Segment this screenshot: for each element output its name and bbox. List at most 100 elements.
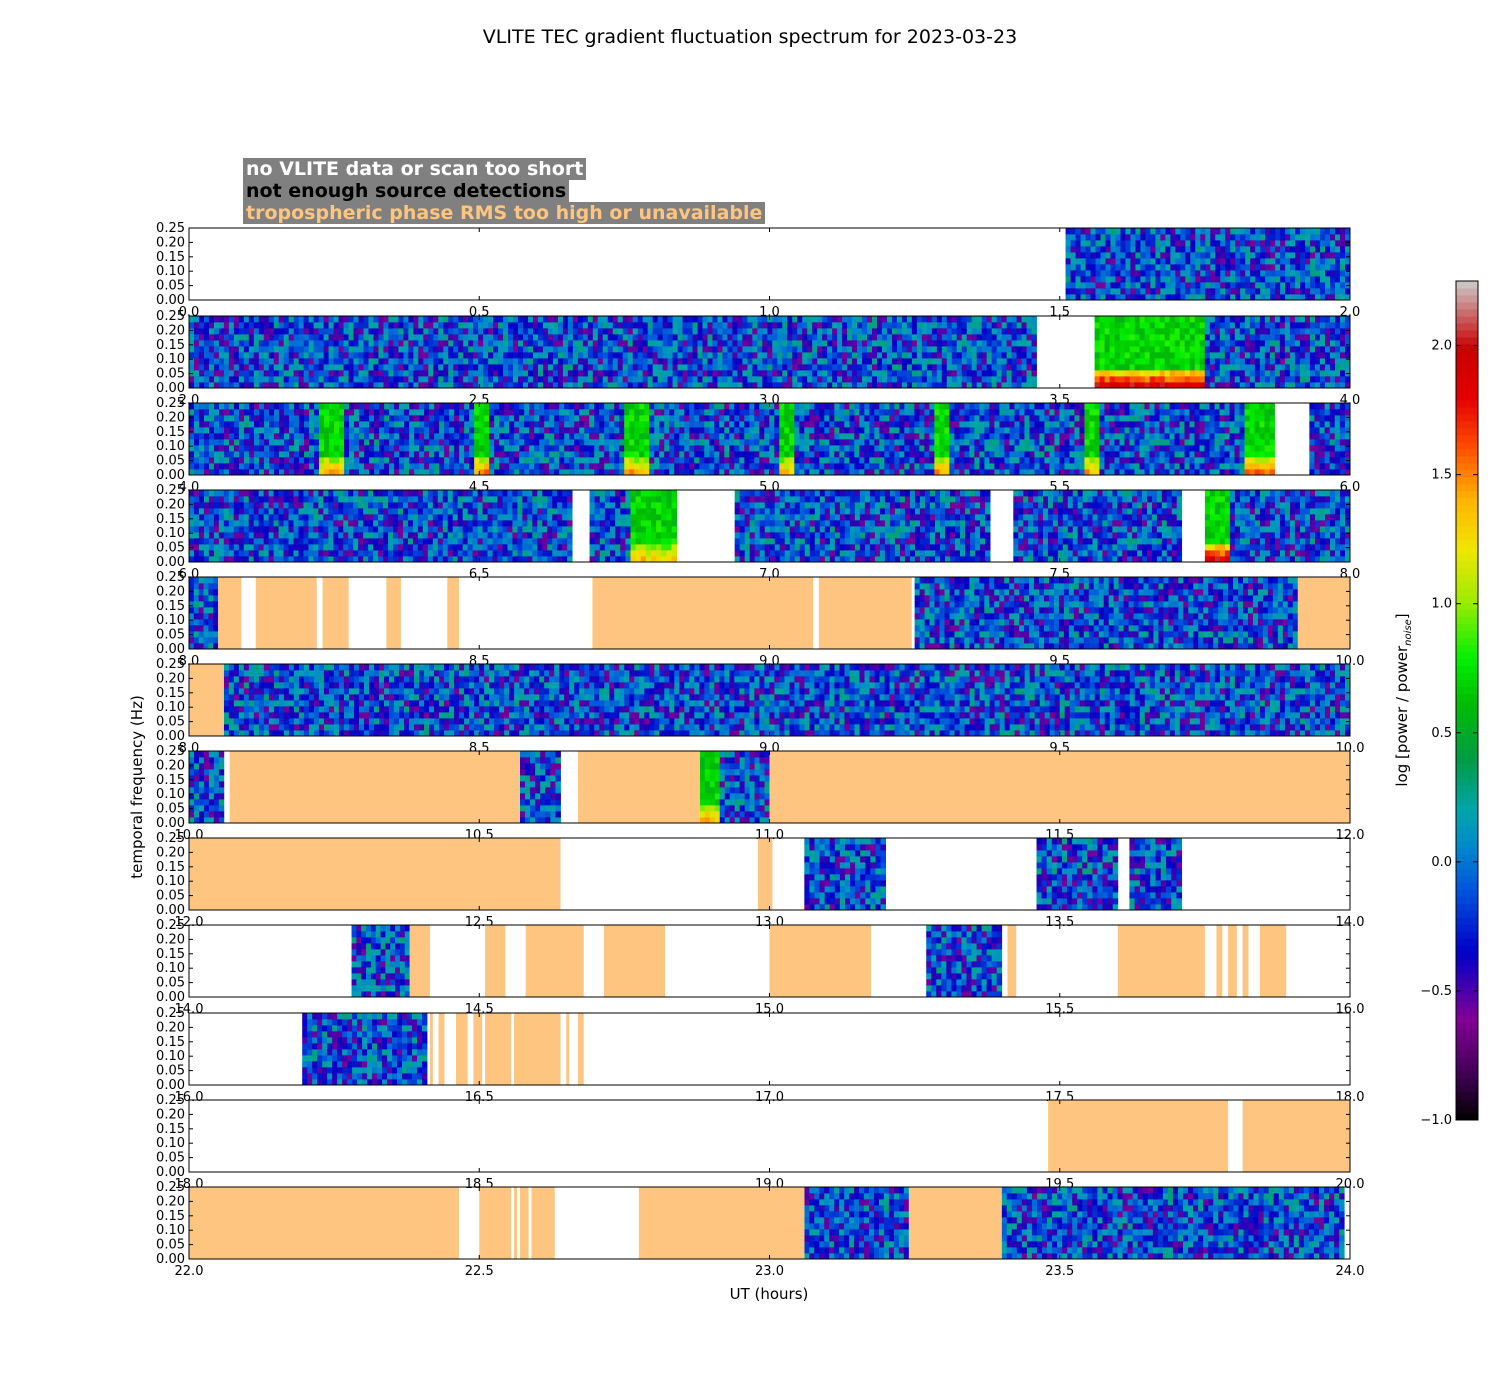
heat-cell bbox=[428, 382, 434, 389]
heat-cell bbox=[288, 334, 295, 341]
heat-cell bbox=[1006, 376, 1013, 383]
heat-cell bbox=[504, 421, 510, 428]
heat-cell bbox=[283, 328, 290, 335]
heat-cell bbox=[824, 421, 830, 428]
heat-cell bbox=[966, 370, 973, 377]
heat-cell bbox=[881, 382, 888, 389]
heat-cell bbox=[474, 469, 480, 476]
heat-cell bbox=[757, 352, 763, 359]
heat-cell bbox=[1150, 282, 1156, 289]
heat-cell bbox=[867, 364, 873, 371]
heat-cell bbox=[1021, 346, 1027, 353]
heat-cell bbox=[589, 463, 595, 470]
heat-cell bbox=[243, 376, 250, 383]
heat-cell bbox=[802, 382, 808, 389]
heat-cell bbox=[1155, 228, 1161, 235]
heat-cell bbox=[996, 322, 1003, 329]
heat-cell bbox=[374, 433, 380, 440]
heat-cell bbox=[1264, 358, 1271, 365]
heat-cell bbox=[1144, 346, 1151, 353]
heat-cell bbox=[597, 328, 604, 335]
heat-cell bbox=[1325, 282, 1331, 289]
heat-cell bbox=[652, 340, 659, 347]
heat-cell bbox=[1225, 264, 1231, 271]
heat-cell bbox=[1204, 352, 1211, 359]
heat-cell bbox=[714, 445, 720, 452]
heat-cell bbox=[1184, 346, 1191, 353]
heat-cell bbox=[1140, 288, 1146, 295]
heat-cell bbox=[248, 382, 255, 389]
heat-cell bbox=[876, 334, 883, 341]
heat-cell bbox=[409, 445, 415, 452]
heat-cell bbox=[749, 469, 755, 476]
heat-cell bbox=[398, 328, 404, 335]
heat-cell bbox=[259, 403, 265, 410]
heat-cell bbox=[514, 403, 520, 410]
heat-cell bbox=[524, 409, 530, 416]
heat-cell bbox=[717, 340, 723, 347]
heat-cell bbox=[274, 445, 280, 452]
heat-cell bbox=[1270, 276, 1276, 283]
heat-cell bbox=[358, 382, 364, 389]
heat-cell bbox=[463, 382, 469, 389]
heat-cell bbox=[398, 358, 404, 365]
heat-cell bbox=[604, 433, 610, 440]
heat-cell bbox=[762, 364, 768, 371]
heat-cell bbox=[328, 382, 334, 389]
heat-cell bbox=[564, 439, 570, 446]
heat-cell bbox=[1200, 252, 1206, 259]
heat-cell bbox=[1124, 376, 1131, 383]
heat-cell bbox=[737, 370, 743, 377]
heat-cell bbox=[503, 376, 509, 383]
heat-cell bbox=[644, 421, 650, 428]
heat-cell bbox=[754, 409, 760, 416]
heat-cell bbox=[1320, 264, 1326, 271]
heat-cell bbox=[258, 322, 265, 329]
heat-cell bbox=[253, 382, 260, 389]
heat-cell bbox=[1104, 376, 1111, 383]
heat-cell bbox=[1139, 328, 1146, 335]
heat-cell bbox=[359, 421, 365, 428]
heat-cell bbox=[697, 340, 703, 347]
heat-cell bbox=[757, 340, 763, 347]
heat-cell bbox=[1274, 346, 1281, 353]
heat-cell bbox=[1195, 288, 1201, 295]
heat-cell bbox=[689, 469, 695, 476]
heat-cell bbox=[862, 358, 868, 365]
heat-cell bbox=[627, 364, 634, 371]
heat-cell bbox=[1031, 352, 1037, 359]
heat-cell bbox=[1299, 358, 1306, 365]
heat-cell bbox=[837, 346, 843, 353]
heat-cell bbox=[732, 370, 738, 377]
heat-cell bbox=[419, 457, 425, 464]
heat-cell bbox=[802, 352, 808, 359]
heat-cell bbox=[339, 445, 345, 452]
panel-2: 0.000.050.100.150.200.254.0 4.5 5.0 5.5 6.0 bbox=[156, 396, 1360, 495]
heat-cell bbox=[1235, 270, 1241, 277]
heat-cell bbox=[518, 358, 524, 365]
heat-cell bbox=[1189, 382, 1196, 389]
heat-cell bbox=[1239, 352, 1246, 359]
heat-cell bbox=[1345, 270, 1351, 277]
heat-cell bbox=[499, 421, 505, 428]
heat-cell bbox=[777, 364, 783, 371]
heat-cell bbox=[792, 328, 798, 335]
heat-cell bbox=[862, 340, 868, 347]
heat-cell bbox=[767, 370, 773, 377]
heat-cell bbox=[921, 346, 928, 353]
heat-cell bbox=[283, 370, 290, 377]
heat-cell bbox=[478, 340, 484, 347]
heat-cell bbox=[518, 364, 524, 371]
heat-cell bbox=[1149, 322, 1156, 329]
heat-cell bbox=[1239, 316, 1246, 323]
heat-cell bbox=[682, 376, 688, 383]
heat-cell bbox=[288, 382, 295, 389]
heat-cell bbox=[794, 433, 800, 440]
heat-cell bbox=[443, 328, 449, 335]
heat-cell bbox=[574, 409, 580, 416]
heat-cell bbox=[769, 439, 775, 446]
heat-cell bbox=[642, 328, 649, 335]
heat-cell bbox=[669, 463, 675, 470]
heat-cell bbox=[1001, 358, 1008, 365]
heat-cell bbox=[423, 382, 429, 389]
